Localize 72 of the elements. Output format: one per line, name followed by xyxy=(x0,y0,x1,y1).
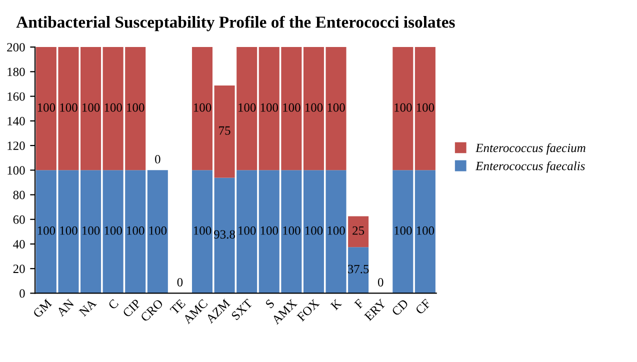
y-tick-label: 60 xyxy=(13,215,25,224)
data-label: 0 xyxy=(378,278,384,287)
x-tick-label: F xyxy=(354,298,364,309)
data-label: 100 xyxy=(60,103,78,112)
data-label: 100 xyxy=(60,226,78,235)
data-label: 100 xyxy=(104,103,122,112)
bar xyxy=(192,47,213,170)
x-tick-label: NA xyxy=(78,298,97,317)
bar xyxy=(80,47,102,170)
data-label: 100 xyxy=(238,103,256,112)
data-label: 100 xyxy=(416,226,434,235)
x-tick-label: TE xyxy=(170,298,186,315)
data-label: 100 xyxy=(82,226,100,235)
bar xyxy=(147,170,168,294)
data-label: 93.8 xyxy=(214,230,236,239)
y-tick-label: 140 xyxy=(8,116,25,126)
x-tick-label: AN xyxy=(56,298,74,317)
y-tick-label: 160 xyxy=(8,92,25,101)
y-tick-label: 0 xyxy=(20,289,25,298)
data-label: 100 xyxy=(82,103,100,112)
data-label: 100 xyxy=(260,103,278,112)
bar xyxy=(303,170,324,294)
chart-title: Antibacterial Susceptability Profile of the Enterococci isolates xyxy=(16,16,455,32)
y-tick-label: 20 xyxy=(13,264,25,274)
data-label: 100 xyxy=(238,226,256,235)
data-label: 100 xyxy=(38,226,56,235)
y-tick-label: 80 xyxy=(13,190,25,200)
data-label: 75 xyxy=(219,126,230,135)
x-tick-label: GM xyxy=(32,298,52,318)
x-tick-label: K xyxy=(330,298,342,310)
bar xyxy=(326,47,346,170)
bar xyxy=(392,47,414,170)
x-tick-label: C xyxy=(108,298,119,310)
y-tick-label: 40 xyxy=(13,240,25,248)
data-label: 100 xyxy=(127,226,144,235)
bar xyxy=(392,170,414,294)
data-label: 100 xyxy=(127,103,144,112)
x-tick-label: CIP xyxy=(122,298,142,318)
x-tick-label: CRO xyxy=(140,298,164,322)
data-label: 100 xyxy=(104,226,122,235)
data-label: 100 xyxy=(283,103,300,112)
legend-label: Enterococcus faecium xyxy=(475,143,586,155)
bar xyxy=(348,216,369,248)
data-label: 100 xyxy=(38,103,56,112)
data-label: 25 xyxy=(352,226,364,235)
bar xyxy=(80,170,102,294)
data-label: 100 xyxy=(305,226,323,235)
x-tick-label: CD xyxy=(391,298,409,316)
y-tick-label: 180 xyxy=(8,68,25,76)
data-label: 0 xyxy=(177,278,183,287)
data-label: 100 xyxy=(416,103,434,112)
bar xyxy=(303,47,324,170)
y-tick-label: 100 xyxy=(8,166,25,175)
data-label: 100 xyxy=(283,226,300,235)
x-tick-label: CF xyxy=(415,298,432,315)
data-label: 100 xyxy=(305,103,323,112)
data-label: 100 xyxy=(194,226,212,235)
data-label: 100 xyxy=(394,226,412,235)
legend-label: Enterococcus faecalis xyxy=(475,161,585,173)
bar xyxy=(414,170,436,294)
bar xyxy=(192,170,213,294)
data-label: 100 xyxy=(328,226,345,235)
data-label: 100 xyxy=(394,103,412,112)
y-tick-label: 120 xyxy=(8,142,25,150)
data-label: 100 xyxy=(260,226,278,235)
bar xyxy=(414,47,436,170)
data-label: 0 xyxy=(155,155,160,164)
data-label: 100 xyxy=(194,103,212,112)
data-label: 100 xyxy=(328,103,345,112)
y-tick-label: 200 xyxy=(7,43,25,52)
data-label: 100 xyxy=(149,226,167,235)
x-tick-label: S xyxy=(265,298,275,309)
